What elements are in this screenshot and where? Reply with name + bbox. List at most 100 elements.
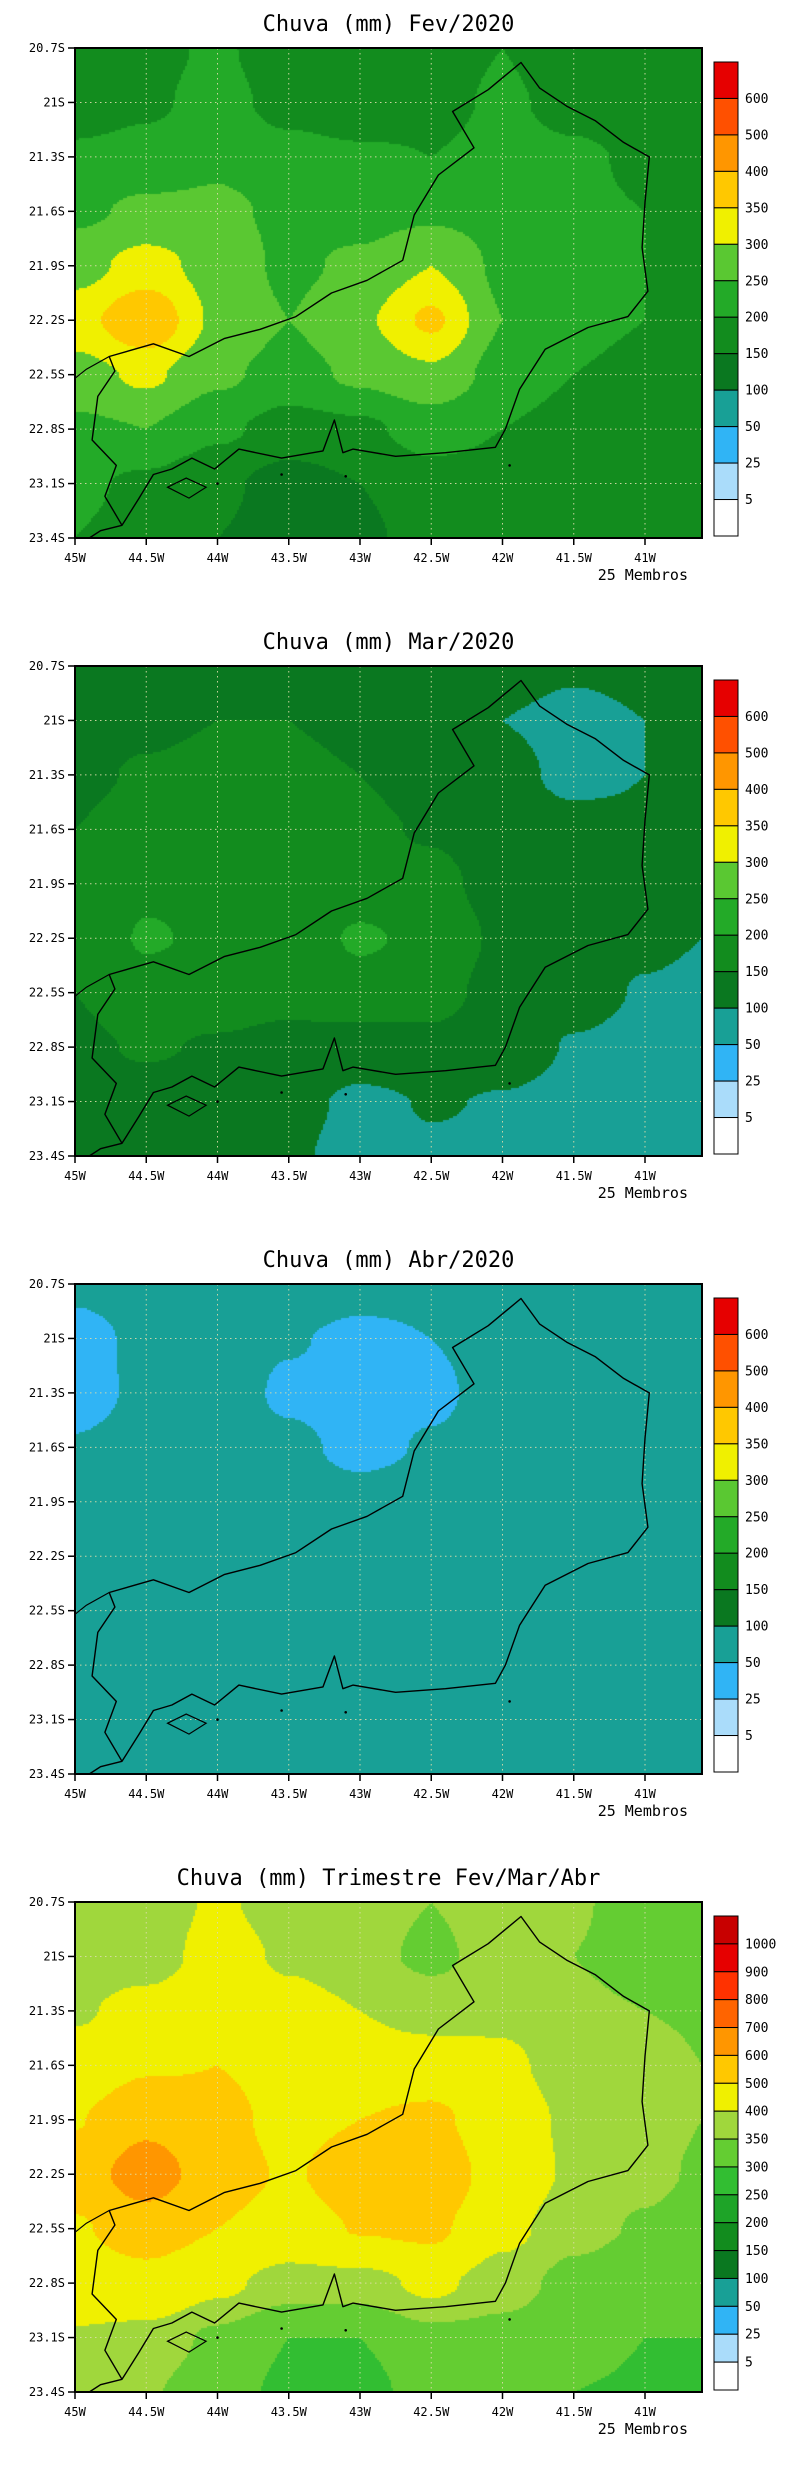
y-tick-label: 21.9S <box>29 1495 65 1509</box>
y-tick-label: 22.8S <box>29 422 65 436</box>
y-tick-label: 22.5S <box>29 368 65 382</box>
colorbar-label: 25 <box>745 457 761 472</box>
colorbar-cell <box>713 1333 739 1372</box>
x-tick-label: 44W <box>207 1787 229 1801</box>
x-tick-label: 42W <box>492 2405 514 2419</box>
y-axis: 20.7S 21S 21.3S 21.6S 21.9S 22.2S 22.5S 22.8S 23… <box>29 1277 75 1781</box>
y-tick-label: 23.1S <box>29 2331 65 2345</box>
x-tick-label: 42W <box>492 1169 514 1183</box>
ensemble-members-label: 25 Membros <box>597 1184 688 1202</box>
colorbar-cell <box>713 2305 739 2335</box>
x-axis: 45W 44.5W 44W 43.5W 43W 42.5W 42W 41.5W 41W <box>64 2392 657 2419</box>
colorbar-label: 350 <box>745 819 768 834</box>
colorbar-cell <box>713 861 739 900</box>
y-tick-label: 22.5S <box>29 1604 65 1618</box>
colorbar-label: 400 <box>745 165 768 180</box>
colorbar-cell <box>713 426 739 464</box>
y-axis: 20.7S 21S 21.3S 21.6S 21.9S 22.2S 22.5S 22.8S 23… <box>29 1895 75 2399</box>
y-tick-label: 21.3S <box>29 768 65 782</box>
chart-panel-fev-2020: Chuva (mm) Fev/2020 20.7S 21S 21.3S 21.6S 21… <box>0 0 800 618</box>
y-tick-label: 23.4S <box>29 1767 65 1781</box>
colorbar-label: 300 <box>745 238 768 253</box>
y-tick-label: 20.7S <box>29 659 65 673</box>
colorbar-label: 300 <box>745 2160 768 2175</box>
colorbar-label: 100 <box>745 384 768 399</box>
colorbar-label: 50 <box>745 1038 761 1053</box>
colorbar-cell <box>713 2333 739 2363</box>
colorbar-cell <box>713 2166 739 2196</box>
chart-title: Chuva (mm) Mar/2020 <box>262 630 515 655</box>
x-tick-label: 41W <box>634 1787 656 1801</box>
x-tick-label: 41.5W <box>556 1787 593 1801</box>
colorbar-cell <box>713 2277 739 2307</box>
colorbar-label: 500 <box>745 128 768 143</box>
ensemble-members-label: 25 Membros <box>597 1802 688 1820</box>
colorbar-cell <box>713 1044 739 1082</box>
y-tick-label: 21S <box>43 95 65 109</box>
colorbar-label: 1000 <box>745 1937 776 1952</box>
y-tick-label: 20.7S <box>29 1895 65 1909</box>
y-tick-label: 22.2S <box>29 313 65 327</box>
colorbar-label: 300 <box>745 1474 768 1489</box>
colorbar-label: 600 <box>745 2049 768 2064</box>
y-axis: 20.7S 21S 21.3S 21.6S 21.9S 22.2S 22.5S 22.8S 23… <box>29 41 75 545</box>
colorbar: 5 25 50 100 150 200 250 300 350 400 500 600 <box>713 1297 768 1773</box>
colorbar-cell <box>713 788 739 827</box>
y-tick-label: 22.2S <box>29 1549 65 1563</box>
y-tick-label: 21S <box>43 1331 65 1345</box>
colorbar-cell <box>713 971 739 1009</box>
y-tick-label: 21.9S <box>29 877 65 891</box>
colorbar-label: 250 <box>745 1510 768 1525</box>
y-tick-label: 22.2S <box>29 931 65 945</box>
colorbar: 5 25 50 100 150 200 250 300 350 400 500 600 <box>713 61 768 537</box>
colorbar-cell <box>713 825 739 863</box>
colorbar-cell <box>713 2361 739 2391</box>
colorbar-label: 700 <box>745 2021 768 2036</box>
colorbar-cell <box>713 61 739 99</box>
x-tick-label: 44W <box>207 2405 229 2419</box>
chart-title: Chuva (mm) Fev/2020 <box>262 12 515 37</box>
x-tick-label: 44.5W <box>128 551 165 565</box>
y-tick-label: 23.4S <box>29 1149 65 1163</box>
chart-panel-abr-2020: Chuva (mm) Abr/2020 20.7S 21S 21.3S 21.6S 21… <box>0 1236 800 1854</box>
colorbar-label: 150 <box>745 2244 768 2259</box>
x-tick-label: 44.5W <box>128 1169 165 1183</box>
precip-field-map <box>75 48 702 538</box>
colorbar-label: 150 <box>745 965 768 980</box>
x-tick-label: 43W <box>349 2405 371 2419</box>
x-tick-label: 45W <box>64 2405 86 2419</box>
colorbar-cell <box>713 389 739 428</box>
ensemble-members-label: 25 Membros <box>597 2420 688 2438</box>
colorbar-cell <box>713 280 739 318</box>
colorbar-label: 25 <box>745 2328 761 2343</box>
colorbar-cell <box>713 353 739 391</box>
x-tick-label: 42.5W <box>413 551 450 565</box>
x-tick-label: 44W <box>207 551 229 565</box>
chart-title: Chuva (mm) Trimestre Fev/Mar/Abr <box>176 1866 601 1891</box>
y-tick-label: 21.6S <box>29 204 65 218</box>
colorbar-label: 800 <box>745 1993 768 2008</box>
x-tick-label: 41W <box>634 1169 656 1183</box>
y-tick-label: 21.9S <box>29 259 65 273</box>
colorbar-cell <box>713 97 739 136</box>
colorbar-cell <box>713 134 739 172</box>
colorbar-cell <box>713 1479 739 1518</box>
colorbar-cell <box>713 2110 739 2140</box>
y-tick-label: 21.6S <box>29 1440 65 1454</box>
colorbar-cell <box>713 170 739 209</box>
colorbar-cell <box>713 1698 739 1737</box>
y-tick-label: 22.8S <box>29 1040 65 1054</box>
colorbar-cell <box>713 1516 739 1554</box>
precip-field-map <box>75 1284 702 1774</box>
colorbar-cell <box>713 2082 739 2112</box>
colorbar-cell <box>713 1080 739 1119</box>
x-tick-label: 45W <box>64 1169 86 1183</box>
x-tick-label: 43.5W <box>271 2405 308 2419</box>
y-tick-label: 21.3S <box>29 2004 65 2018</box>
colorbar-label: 25 <box>745 1693 761 1708</box>
colorbar-cell <box>713 679 739 717</box>
y-tick-label: 22.8S <box>29 1658 65 1672</box>
y-tick-label: 21.9S <box>29 2113 65 2127</box>
colorbar-cell <box>713 316 739 355</box>
colorbar-cell <box>713 1443 739 1481</box>
